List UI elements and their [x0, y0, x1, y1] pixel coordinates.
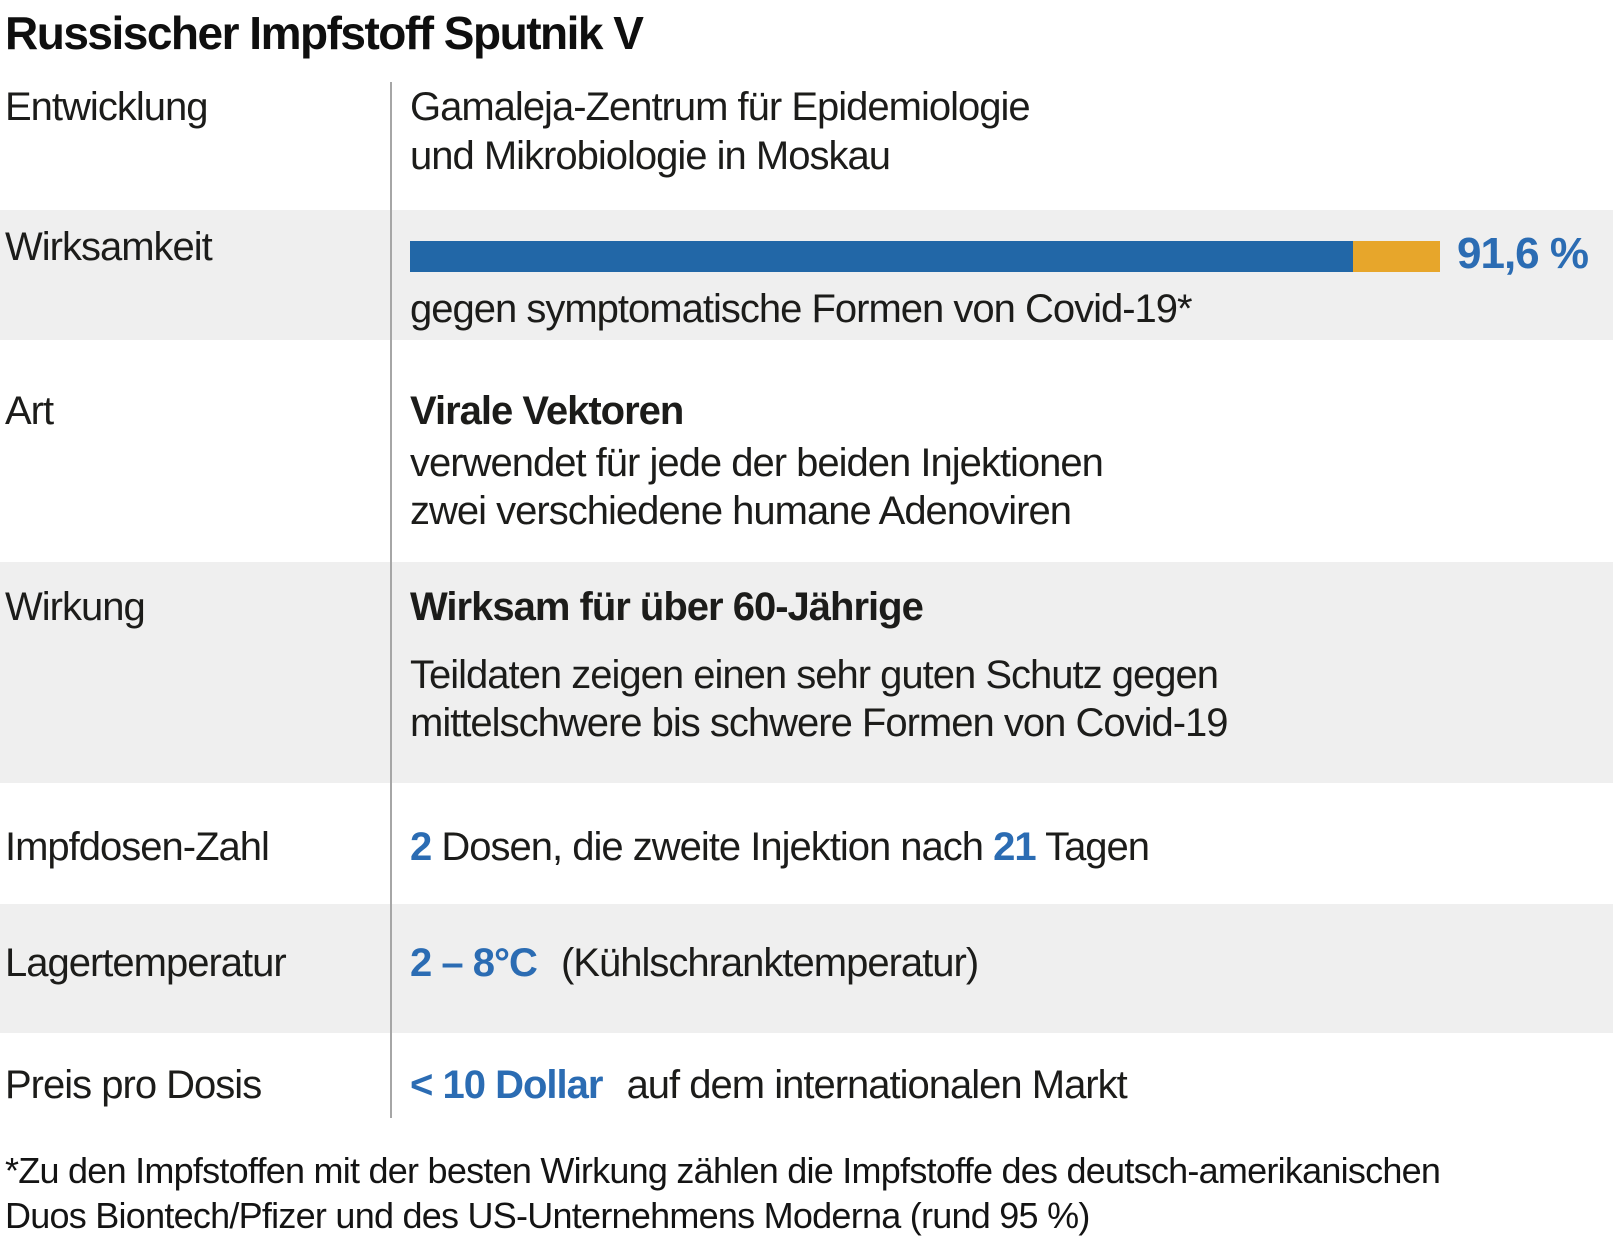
wirkung-line-1: Teildaten zeigen einen sehr guten Schutz…: [410, 653, 1219, 697]
row-label-art: Art: [5, 389, 54, 433]
row-label-preis: Preis pro Dosis: [5, 1063, 262, 1107]
efficacy-bar-remainder: [1353, 241, 1440, 272]
row-band-wirkung: [0, 562, 1613, 783]
row-label-wirksamkeit: Wirksamkeit: [5, 225, 213, 269]
impfdosen-days-value: 21: [993, 825, 1036, 869]
row-band-wirksamkeit: [0, 210, 1613, 340]
row-label-wirkung: Wirkung: [5, 585, 146, 629]
wirkung-headline: Wirksam für über 60-Jährige: [410, 585, 924, 629]
efficacy-bar: [410, 241, 1440, 272]
entwicklung-line-1: Gamaleja-Zentrum für Epidemiologie: [410, 85, 1031, 129]
row-band-lagertemperatur: [0, 904, 1613, 1033]
impfdosen-text-2: Tagen: [1045, 825, 1150, 869]
row-label-impfdosen: Impfdosen-Zahl: [5, 825, 270, 869]
efficacy-bar-fill: [410, 241, 1354, 272]
preis-text: < 10 Dollar auf dem internationalen Mark…: [410, 1062, 1128, 1108]
column-divider: [390, 82, 392, 1118]
lagertemperatur-value: 2 – 8°C: [410, 941, 538, 985]
art-headline: Virale Vektoren: [410, 389, 684, 433]
footnote-line-2: Duos Biontech/Pfizer und des US-Unterneh…: [5, 1195, 1090, 1236]
lagertemperatur-note: (Kühlschranktemperatur): [560, 941, 979, 985]
impfdosen-count-value: 2: [410, 825, 432, 869]
preis-note: auf dem internationalen Markt: [626, 1063, 1128, 1107]
lagertemperatur-text: 2 – 8°C (Kühlschranktemperatur): [410, 940, 979, 986]
page-title: Russischer Impfstoff Sputnik V: [5, 7, 644, 59]
footnote-line-1: *Zu den Impfstoffen mit der besten Wirku…: [5, 1150, 1441, 1191]
art-line-2: zwei verschiedene humane Adenoviren: [410, 489, 1072, 533]
impfdosen-text-1: Dosen, die zweite Injektion nach: [441, 825, 984, 869]
row-label-lagertemperatur: Lagertemperatur: [5, 941, 287, 985]
row-label-entwicklung: Entwicklung: [5, 85, 208, 129]
wirkung-line-2: mittelschwere bis schwere Formen von Cov…: [410, 701, 1229, 745]
entwicklung-line-2: und Mikrobiologie in Moskau: [410, 134, 891, 178]
efficacy-value-label: 91,6 %: [1457, 229, 1589, 278]
art-line-1: verwendet für jede der beiden Injektione…: [410, 441, 1104, 485]
impfdosen-text: 2 Dosen, die zweite Injektion nach 21 Ta…: [410, 824, 1150, 870]
efficacy-caption: gegen symptomatische Formen von Covid-19…: [410, 287, 1193, 331]
preis-value: < 10 Dollar: [410, 1063, 603, 1107]
